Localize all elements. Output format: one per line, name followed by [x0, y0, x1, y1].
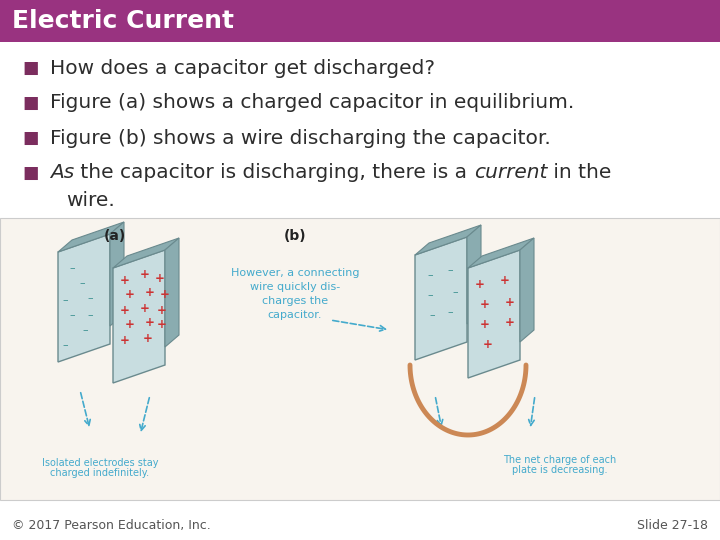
- Text: +: +: [125, 288, 135, 301]
- Polygon shape: [520, 238, 534, 342]
- Text: +: +: [480, 319, 490, 332]
- Text: –: –: [69, 263, 75, 273]
- Text: the capacitor is discharging, there is a: the capacitor is discharging, there is a: [74, 164, 474, 183]
- Polygon shape: [415, 225, 481, 255]
- Polygon shape: [467, 225, 481, 324]
- Polygon shape: [415, 237, 467, 360]
- Text: –: –: [69, 310, 75, 320]
- Text: +: +: [145, 315, 155, 328]
- Text: –: –: [82, 325, 88, 335]
- Text: –: –: [87, 310, 93, 320]
- Text: in the: in the: [547, 164, 611, 183]
- Text: ■: ■: [22, 164, 38, 182]
- Polygon shape: [110, 222, 124, 326]
- Text: –: –: [87, 293, 93, 303]
- Text: +: +: [483, 339, 493, 352]
- Bar: [0, 218, 720, 500]
- Text: –: –: [429, 310, 435, 320]
- Text: +: +: [160, 288, 170, 301]
- Text: +: +: [505, 315, 515, 328]
- Text: +: +: [120, 273, 130, 287]
- Text: Figure (a) shows a charged capacitor in equilibrium.: Figure (a) shows a charged capacitor in …: [50, 93, 575, 112]
- Text: ■: ■: [22, 129, 38, 147]
- Text: +: +: [140, 268, 150, 281]
- Text: +: +: [155, 272, 165, 285]
- Text: wire.: wire.: [66, 191, 114, 210]
- Text: plate is decreasing.: plate is decreasing.: [512, 465, 608, 475]
- Text: +: +: [145, 286, 155, 299]
- Text: +: +: [500, 273, 510, 287]
- Text: +: +: [157, 319, 167, 332]
- Text: –: –: [62, 340, 68, 350]
- Text: How does a capacitor get discharged?: How does a capacitor get discharged?: [50, 58, 435, 78]
- Text: –: –: [62, 295, 68, 305]
- Text: +: +: [143, 332, 153, 345]
- Text: The net charge of each: The net charge of each: [503, 455, 616, 465]
- Text: However, a connecting: However, a connecting: [230, 268, 359, 278]
- Text: charged indefinitely.: charged indefinitely.: [50, 468, 150, 478]
- Text: As: As: [50, 164, 74, 183]
- Text: +: +: [505, 295, 515, 308]
- Polygon shape: [468, 238, 534, 268]
- Text: –: –: [447, 265, 453, 275]
- Text: +: +: [480, 299, 490, 312]
- Text: +: +: [125, 319, 135, 332]
- Text: +: +: [157, 303, 167, 316]
- Text: –: –: [427, 270, 433, 280]
- Text: –: –: [447, 307, 453, 317]
- Text: wire quickly dis-: wire quickly dis-: [250, 282, 340, 292]
- Text: (b): (b): [284, 229, 306, 243]
- Text: ■: ■: [22, 59, 38, 77]
- Text: Slide 27-18: Slide 27-18: [637, 519, 708, 532]
- Text: +: +: [120, 303, 130, 316]
- Text: –: –: [79, 278, 85, 288]
- Text: © 2017 Pearson Education, Inc.: © 2017 Pearson Education, Inc.: [12, 519, 211, 532]
- Bar: [0, 0, 720, 42]
- Polygon shape: [58, 234, 110, 362]
- Text: capacitor.: capacitor.: [268, 310, 323, 320]
- Polygon shape: [58, 222, 124, 252]
- Polygon shape: [113, 250, 165, 383]
- Text: +: +: [475, 279, 485, 292]
- Text: +: +: [120, 334, 130, 347]
- Text: ■: ■: [22, 94, 38, 112]
- Text: +: +: [140, 301, 150, 314]
- Polygon shape: [165, 238, 179, 347]
- Text: –: –: [427, 290, 433, 300]
- Text: (a): (a): [104, 229, 126, 243]
- Text: current: current: [474, 164, 547, 183]
- Text: charges the: charges the: [262, 296, 328, 306]
- Text: –: –: [452, 287, 458, 297]
- Polygon shape: [468, 250, 520, 378]
- Text: Electric Current: Electric Current: [12, 9, 234, 33]
- Polygon shape: [113, 238, 179, 268]
- Text: Isolated electrodes stay: Isolated electrodes stay: [42, 458, 158, 468]
- Text: Figure (b) shows a wire discharging the capacitor.: Figure (b) shows a wire discharging the …: [50, 129, 551, 147]
